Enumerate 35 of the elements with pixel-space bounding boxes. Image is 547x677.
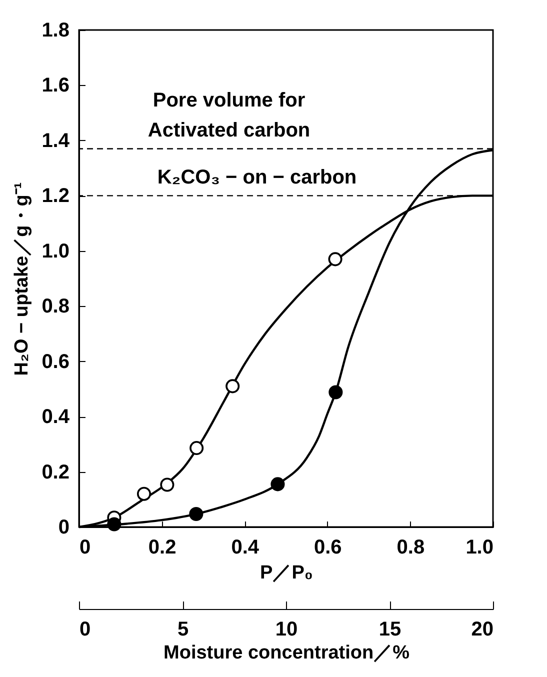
- y-axis-title: H₂O − uptake／g・g⁻¹: [12, 182, 33, 376]
- y-tick-label: 0.2: [42, 461, 70, 484]
- point: [107, 517, 122, 532]
- x2-tick-label: 5: [177, 618, 189, 640]
- point: [136, 486, 152, 501]
- point: [226, 379, 240, 394]
- x2-tick-label: 10: [275, 618, 298, 640]
- y-tick-label: 0.6: [42, 350, 70, 373]
- x-axis-title: P／P₀: [260, 562, 313, 584]
- ref-line-label: Pore volume for Activated carbon: [148, 90, 310, 142]
- ref-line-label: K₂CO₃ − on − carbon: [157, 166, 357, 189]
- x2-tick-label: 20: [471, 618, 494, 640]
- point: [160, 478, 174, 492]
- x-tick-label: 1.0: [466, 536, 494, 558]
- x-tick-label: 0: [80, 536, 91, 558]
- x-tick-label: 0.6: [314, 536, 342, 558]
- point: [328, 385, 343, 400]
- point: [328, 252, 342, 266]
- x2-tick-label: 0: [80, 618, 91, 640]
- y-tick-label: 1.4: [42, 130, 70, 152]
- y-tick-label: 0.8: [42, 296, 70, 318]
- point: [189, 507, 204, 522]
- x-tick-label: 0.2: [148, 536, 176, 558]
- y-tick-label: 1.8: [42, 20, 70, 42]
- x2-tick-label: 15: [378, 618, 402, 640]
- y-tick-label: 0: [58, 516, 70, 538]
- x-tick-label: 0.4: [231, 536, 260, 558]
- y-tick-label: 1.0: [42, 240, 70, 262]
- point: [270, 477, 285, 492]
- y-tick-label: 1.6: [42, 74, 70, 97]
- x-tick-label: 0.8: [396, 536, 425, 558]
- y-tick-label: 1.2: [42, 185, 70, 208]
- x2-axis-title: Moisture concentration／%: [164, 642, 410, 664]
- y-tick-label: 0.4: [42, 406, 70, 428]
- point: [190, 441, 204, 456]
